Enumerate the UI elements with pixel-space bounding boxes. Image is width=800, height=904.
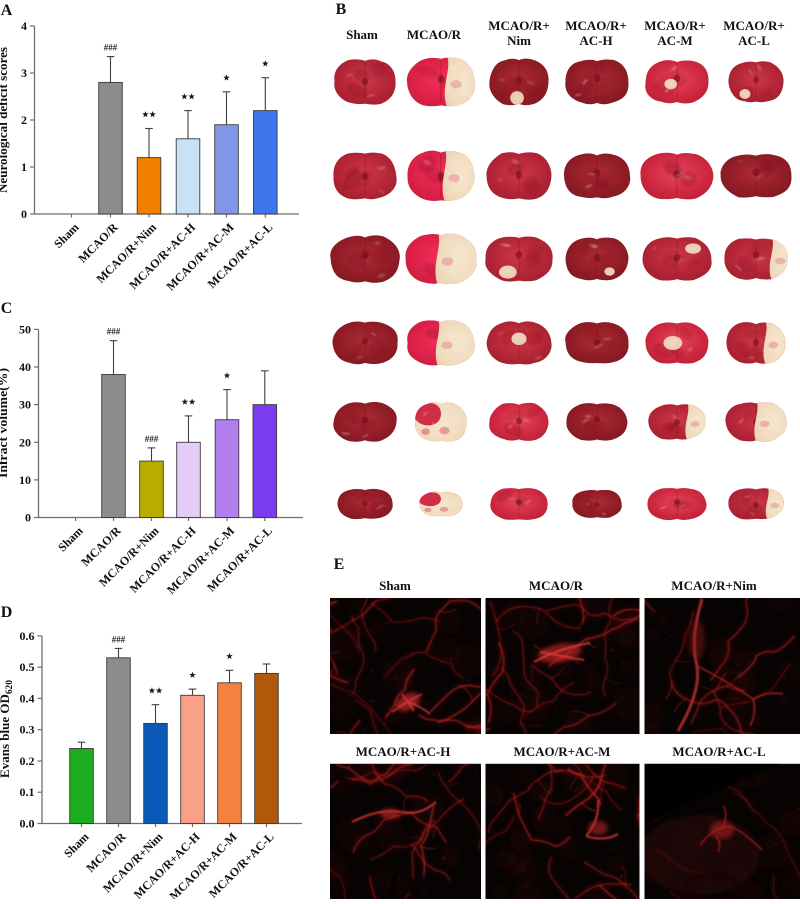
svg-text:0.5: 0.5 xyxy=(20,660,35,674)
svg-text:MCAO/R+: MCAO/R+ xyxy=(488,18,550,33)
svg-text:MCAO/R+AC-H: MCAO/R+AC-H xyxy=(356,744,451,759)
svg-text:MCAO/R+: MCAO/R+ xyxy=(723,18,785,33)
svg-text:10: 10 xyxy=(19,473,31,487)
svg-text:0.1: 0.1 xyxy=(20,785,35,799)
svg-text:1: 1 xyxy=(21,160,27,174)
svg-text:MCAO/R+: MCAO/R+ xyxy=(565,18,627,33)
svg-text:0.3: 0.3 xyxy=(20,723,35,737)
svg-text:Neurological deficit scores: Neurological deficit scores xyxy=(0,47,10,193)
svg-text:MCAO/R: MCAO/R xyxy=(407,27,462,42)
svg-text:D: D xyxy=(1,604,13,621)
svg-text:Infract volume(%): Infract volume(%) xyxy=(0,368,10,478)
svg-text:0.4: 0.4 xyxy=(20,691,35,705)
svg-text:0: 0 xyxy=(21,207,27,221)
svg-text:30: 30 xyxy=(19,398,31,412)
svg-text:Sham: Sham xyxy=(379,578,411,593)
svg-text:C: C xyxy=(1,300,13,317)
svg-text:###: ### xyxy=(145,434,159,444)
svg-text:MCAO/R+AC-L: MCAO/R+AC-L xyxy=(672,744,766,759)
svg-text:50: 50 xyxy=(19,322,31,336)
svg-text:E: E xyxy=(334,556,345,573)
svg-text:2: 2 xyxy=(21,113,27,127)
svg-text:###: ### xyxy=(104,43,118,53)
svg-text:AC-L: AC-L xyxy=(738,33,770,48)
svg-text:0.6: 0.6 xyxy=(20,629,35,643)
svg-text:Nim: Nim xyxy=(507,33,531,48)
svg-text:4: 4 xyxy=(21,19,27,33)
svg-text:3: 3 xyxy=(21,66,27,80)
svg-text:A: A xyxy=(1,2,13,19)
svg-text:B: B xyxy=(336,1,347,18)
svg-text:Sham: Sham xyxy=(346,27,378,42)
svg-text:40: 40 xyxy=(19,360,31,374)
svg-text:MCAO/R+Nim: MCAO/R+Nim xyxy=(671,578,757,593)
svg-text:AC-H: AC-H xyxy=(579,33,612,48)
svg-text:0.2: 0.2 xyxy=(20,754,35,768)
svg-text:MCAO/R: MCAO/R xyxy=(529,578,584,593)
svg-text:0.0: 0.0 xyxy=(20,817,35,831)
svg-text:###: ### xyxy=(107,327,121,337)
svg-text:AC-M: AC-M xyxy=(657,33,692,48)
svg-text:20: 20 xyxy=(19,435,31,449)
svg-text:###: ### xyxy=(112,634,126,644)
svg-text:MCAO/R+: MCAO/R+ xyxy=(644,18,706,33)
svg-text:MCAO/R+AC-M: MCAO/R+AC-M xyxy=(514,744,611,759)
svg-text:0: 0 xyxy=(25,511,31,525)
